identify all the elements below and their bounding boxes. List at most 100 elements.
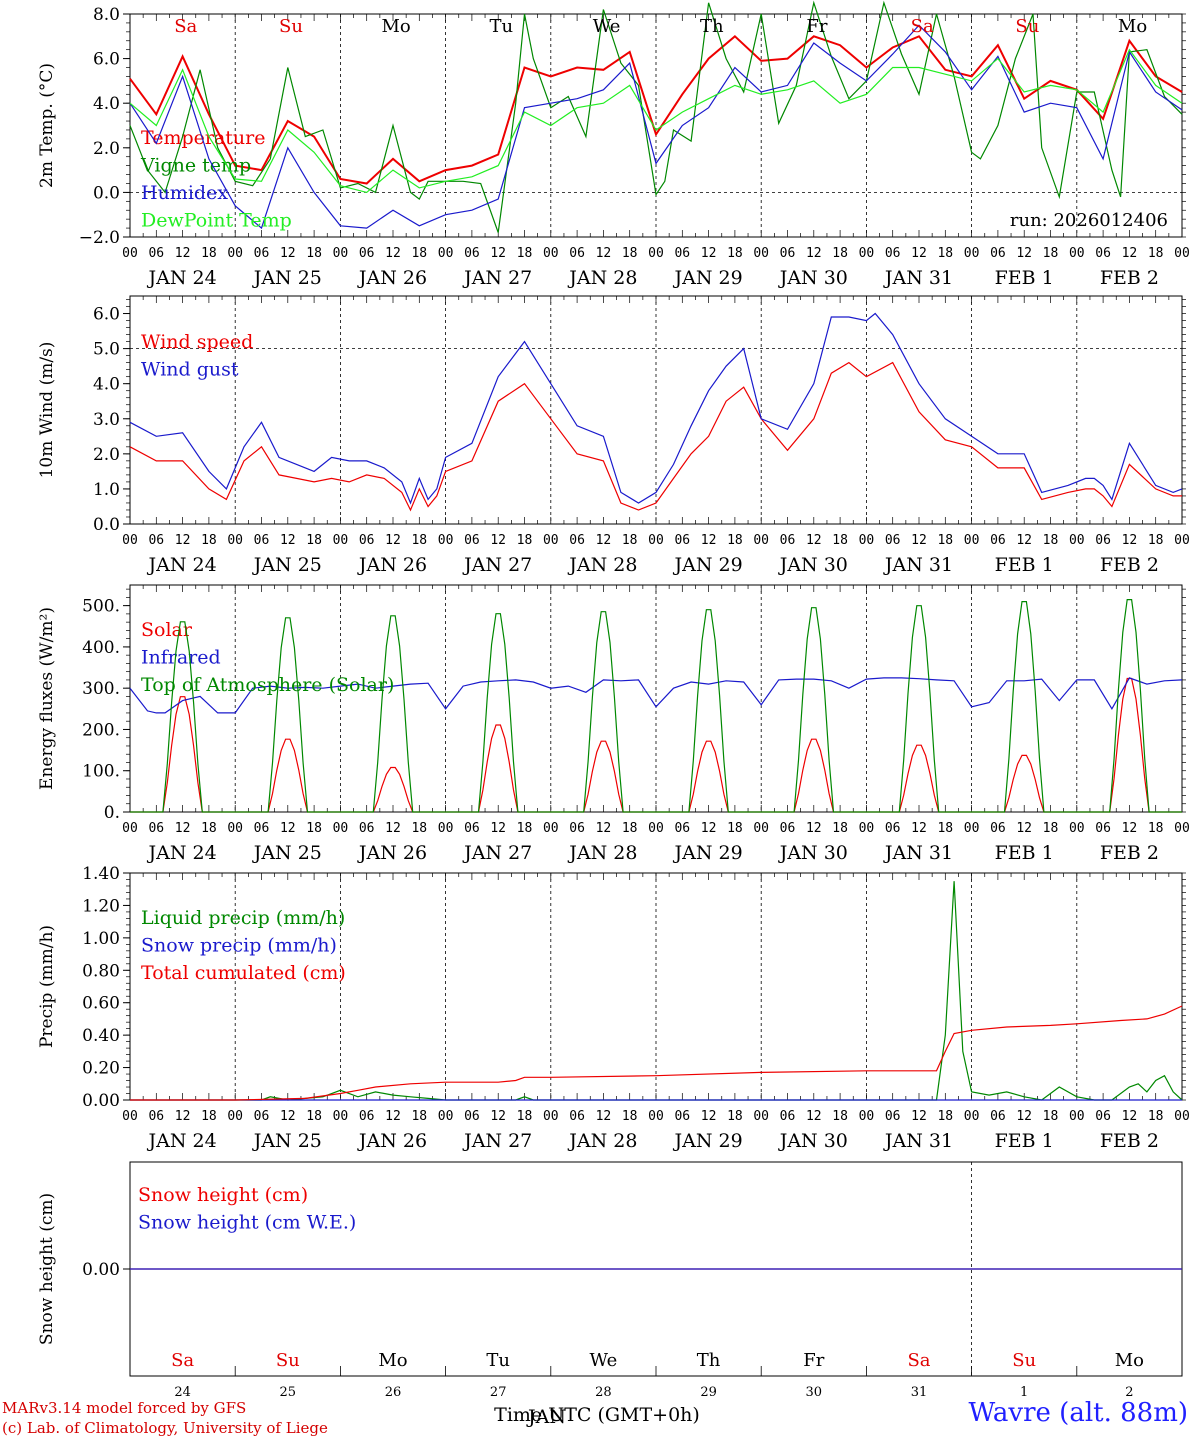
x-hour-label: 18 <box>622 246 638 261</box>
x-hour-label: 00 <box>438 533 454 548</box>
x-hour-label: 00 <box>333 533 349 548</box>
series-line-total-cumulated-cm- <box>130 1005 1183 1101</box>
x-hour-label: 12 <box>806 1109 822 1124</box>
x-day-label: JAN 31 <box>883 554 953 576</box>
x-hour-label: 12 <box>911 1109 927 1124</box>
x-hour-label: 06 <box>1095 246 1111 261</box>
x-hour-label: 18 <box>517 821 533 836</box>
legend-entry: Top of Atmosphere (Solar) <box>141 674 394 696</box>
x-hour-label: 12 <box>490 533 506 548</box>
weekday-label: Mo <box>378 1350 407 1371</box>
x-hour-label: 06 <box>359 533 375 548</box>
x-day-label: JAN 29 <box>673 1130 743 1152</box>
x-day-label: JAN 29 <box>673 842 743 864</box>
weekday-label: Sa <box>174 16 197 37</box>
x-day-label: FEB 1 <box>995 842 1054 864</box>
y-axis-label: 2m Temp. (°C) <box>37 63 57 188</box>
legend-entry: Snow height (cm) <box>138 1184 308 1206</box>
x-hour-label: 06 <box>780 1109 796 1124</box>
weekday-label: Su <box>276 1350 300 1371</box>
x-day-label: JAN 30 <box>778 267 848 289</box>
x-hour-label: 06 <box>148 246 164 261</box>
x-hour-label: 00 <box>1069 246 1085 261</box>
x-day-label: JAN 25 <box>252 554 322 576</box>
x-hour-label: 00 <box>964 246 980 261</box>
x-hour-label: 06 <box>674 533 690 548</box>
weekday-label: Su <box>1012 1350 1036 1371</box>
x-hour-label: 12 <box>1016 246 1032 261</box>
x-hour-label: 00 <box>1069 1109 1085 1124</box>
weekday-label: Mo <box>1115 1350 1144 1371</box>
y-tick-label: 500. <box>82 597 120 617</box>
x-day-label: JAN 28 <box>567 267 637 289</box>
legend-entry: Wind speed <box>141 331 253 353</box>
x-hour-label: 00 <box>1174 1109 1190 1124</box>
x-day-number: 30 <box>806 1385 823 1400</box>
x-hour-label: 12 <box>911 246 927 261</box>
x-hour-label: 00 <box>753 246 769 261</box>
x-hour-label: 00 <box>438 246 454 261</box>
x-hour-label: 18 <box>937 246 953 261</box>
x-hour-label: 12 <box>175 1109 191 1124</box>
x-hour-label: 06 <box>254 533 270 548</box>
legend-entry: Vigne temp <box>140 155 251 177</box>
x-hour-label: 06 <box>990 533 1006 548</box>
x-hour-label: 00 <box>648 246 664 261</box>
x-hour-label: 18 <box>306 821 322 836</box>
series-line-temperature <box>129 34 1183 185</box>
x-hour-label: 06 <box>359 246 375 261</box>
x-hour-label: 12 <box>490 1109 506 1124</box>
x-hour-label: 12 <box>280 246 296 261</box>
x-hour-label: 12 <box>1122 821 1138 836</box>
x-hour-label: 00 <box>122 821 138 836</box>
y-tick-label: 1.00 <box>82 929 120 949</box>
x-hour-label: 18 <box>727 821 743 836</box>
weekday-label: Mo <box>382 16 411 37</box>
x-hour-label: 18 <box>832 246 848 261</box>
x-hour-label: 06 <box>464 821 480 836</box>
x-hour-label: 06 <box>464 1109 480 1124</box>
series-line-dewpoint-temp <box>129 48 1183 194</box>
x-hour-label: 18 <box>411 821 427 836</box>
weekday-label: Su <box>279 16 303 37</box>
x-hour-label: 00 <box>122 533 138 548</box>
run-annotation: run: 2026012406 <box>1010 210 1168 231</box>
model-credit: MARv3.14 model forced by GFS <box>2 1399 247 1417</box>
x-hour-label: 18 <box>832 1109 848 1124</box>
lab-credit: (c) Lab. of Climatology, University of L… <box>2 1419 328 1437</box>
x-day-number: 28 <box>595 1385 612 1400</box>
x-hour-label: 18 <box>1148 246 1164 261</box>
x-hour-label: 12 <box>175 821 191 836</box>
x-hour-label: 18 <box>306 1109 322 1124</box>
x-hour-label: 18 <box>727 1109 743 1124</box>
x-day-label: FEB 1 <box>995 267 1054 289</box>
y-tick-label: 0.00 <box>82 1091 120 1111</box>
x-hour-label: 12 <box>701 533 717 548</box>
y-tick-label: 100. <box>82 762 120 782</box>
x-day-label: JAN 26 <box>357 267 427 289</box>
y-axis-label: 10m Wind (m/s) <box>37 342 57 479</box>
legend-entry: Temperature <box>141 127 265 149</box>
x-hour-label: 00 <box>438 1109 454 1124</box>
x-day-label: JAN 24 <box>147 842 217 864</box>
legend-entry: Wind gust <box>141 359 239 381</box>
x-day-label: JAN 27 <box>462 842 532 864</box>
x-hour-label: 00 <box>859 1109 875 1124</box>
x-hour-label: 06 <box>464 246 480 261</box>
x-hour-label: 00 <box>964 533 980 548</box>
x-hour-label: 18 <box>727 246 743 261</box>
series-line-vigne-temp <box>129 0 1183 233</box>
x-hour-label: 18 <box>201 821 217 836</box>
weekday-label: Sa <box>911 16 934 37</box>
x-hour-label: 06 <box>780 533 796 548</box>
x-hour-label: 12 <box>806 246 822 261</box>
x-hour-label: 06 <box>780 246 796 261</box>
x-hour-label: 18 <box>832 821 848 836</box>
y-tick-label: 4.0 <box>93 375 120 395</box>
month-overlay: JAN <box>526 1406 566 1428</box>
y-tick-label: 1.40 <box>82 864 120 884</box>
weekday-label: Sa <box>907 1350 930 1371</box>
x-hour-label: 00 <box>648 1109 664 1124</box>
x-hour-label: 18 <box>937 821 953 836</box>
